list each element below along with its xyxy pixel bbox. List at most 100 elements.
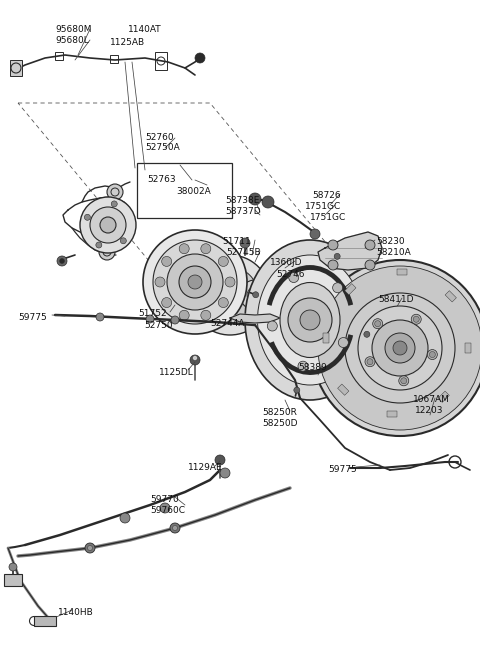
Text: 59775: 59775 [18,313,47,322]
Circle shape [328,240,338,250]
Circle shape [289,273,299,283]
Circle shape [201,310,211,320]
Circle shape [429,351,435,358]
Circle shape [240,238,250,248]
Text: 1360JD: 1360JD [270,258,302,267]
Bar [110,55,118,63]
Circle shape [190,255,270,335]
Text: 58411D: 58411D [378,295,413,304]
Circle shape [358,306,442,390]
Bar [465,343,471,353]
Circle shape [172,525,178,530]
Bar [445,291,456,302]
Circle shape [120,513,130,523]
Text: 59775: 59775 [328,465,357,474]
Text: 1129AE: 1129AE [188,463,223,472]
Circle shape [96,313,104,321]
Circle shape [202,267,258,323]
Circle shape [155,277,165,287]
Text: 58738E: 58738E [225,196,259,205]
Circle shape [146,315,154,323]
Text: 51711: 51711 [222,237,251,246]
Circle shape [372,320,428,376]
Text: 95680L: 95680L [55,36,89,45]
Circle shape [162,298,172,308]
Circle shape [220,468,230,478]
Circle shape [252,292,259,298]
Circle shape [401,378,407,384]
Text: 58210A: 58210A [376,248,411,257]
Circle shape [338,337,348,347]
Circle shape [84,214,90,220]
Circle shape [385,333,415,363]
Bar [345,283,356,295]
Bar [337,384,349,395]
Circle shape [393,341,407,355]
Circle shape [179,266,211,298]
Circle shape [345,293,455,403]
Polygon shape [230,314,280,323]
Text: 52760: 52760 [145,133,174,142]
Circle shape [372,319,383,329]
Circle shape [399,376,409,386]
Circle shape [107,184,123,200]
Text: 58726: 58726 [312,191,341,200]
Text: 1140HB: 1140HB [58,608,94,617]
Text: 58250D: 58250D [262,419,298,428]
Circle shape [365,240,375,250]
Circle shape [60,258,64,264]
Circle shape [251,291,259,299]
Text: 1067AM: 1067AM [413,395,450,404]
Circle shape [9,563,17,571]
Polygon shape [318,232,382,270]
Circle shape [312,260,480,436]
Circle shape [153,240,237,324]
Text: 58737D: 58737D [225,207,261,216]
Text: 1125DL: 1125DL [159,368,194,377]
Circle shape [120,238,126,244]
Circle shape [411,314,421,324]
Text: 52746: 52746 [276,270,304,279]
Circle shape [364,331,370,337]
Bar [55,52,63,60]
Circle shape [195,53,205,63]
Bar [34,616,56,626]
Circle shape [262,196,274,208]
Circle shape [365,357,375,366]
Circle shape [375,321,381,327]
Text: 1140AT: 1140AT [128,25,162,34]
Text: 58230: 58230 [376,237,405,246]
Text: 58250R: 58250R [262,408,297,417]
Text: 1751GC: 1751GC [305,202,341,211]
Bar [323,333,329,343]
Circle shape [267,321,277,331]
Circle shape [162,256,172,266]
Text: 52763: 52763 [147,175,176,184]
Circle shape [87,546,93,550]
Circle shape [298,361,308,371]
Bar [387,411,397,417]
Circle shape [90,207,126,243]
Circle shape [225,277,235,287]
Bar [438,391,449,403]
Circle shape [171,316,179,324]
Circle shape [218,283,242,307]
Circle shape [100,217,116,233]
Circle shape [179,310,189,320]
Text: 52745B: 52745B [226,248,261,257]
Circle shape [334,254,340,260]
Bar [4,574,22,586]
Text: 52750A: 52750A [145,143,180,152]
Circle shape [167,254,223,310]
Circle shape [365,260,375,270]
Text: 51752: 51752 [138,309,167,318]
Circle shape [215,455,225,465]
Circle shape [179,244,189,254]
Circle shape [99,244,115,260]
Bar [10,60,22,76]
Text: 1125AB: 1125AB [110,38,145,47]
Text: 12203: 12203 [415,406,444,415]
Circle shape [111,201,117,207]
Circle shape [294,387,300,393]
Circle shape [201,244,211,254]
